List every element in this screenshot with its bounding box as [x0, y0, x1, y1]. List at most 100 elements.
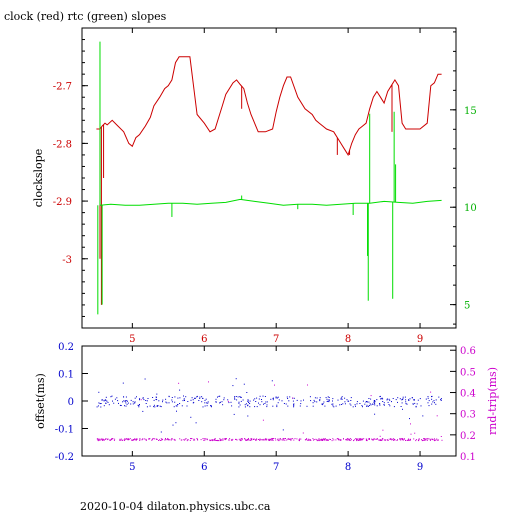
offset-point	[223, 397, 225, 399]
rndtrip-point	[225, 438, 227, 440]
offset-point	[146, 406, 148, 408]
offset-point	[114, 398, 116, 400]
offset-point	[332, 403, 334, 405]
offset-point	[187, 401, 189, 402]
rndtrip-point	[401, 438, 403, 440]
offset-point	[173, 406, 175, 408]
rndtrip-point	[181, 439, 183, 441]
rndtrip-point	[321, 439, 323, 440]
offset-point	[420, 405, 422, 407]
offset-point	[333, 406, 335, 408]
offset-point	[374, 400, 376, 402]
rndtrip-point	[124, 438, 126, 440]
offset-point	[237, 396, 239, 398]
rndtrip-point	[171, 438, 173, 440]
rndtrip-point	[246, 439, 248, 441]
offset-point	[220, 401, 221, 403]
rndtrip-point	[269, 439, 271, 441]
offset-point	[278, 399, 280, 401]
rndtrip-point	[262, 439, 264, 441]
rndtrip-point	[160, 440, 162, 441]
offset-point	[132, 403, 134, 405]
offset-point	[387, 401, 389, 403]
offset-point	[146, 400, 148, 402]
rndtrip-point	[105, 438, 106, 440]
rndtrip-point	[414, 432, 416, 434]
rndtrip-point	[294, 438, 296, 440]
rndtrip-point	[429, 439, 431, 441]
rndtrip-point	[350, 439, 352, 441]
rndtrip-point	[167, 438, 169, 440]
offset-point	[165, 401, 167, 403]
rndtrip-point	[242, 438, 243, 440]
rndtrip-point	[208, 381, 209, 383]
offset-point	[152, 397, 154, 398]
rndtrip-point	[191, 438, 193, 440]
rndtrip-point	[348, 438, 350, 440]
rndtrip-point	[259, 439, 260, 441]
rndtrip-point	[318, 438, 320, 440]
rndtrip-point	[410, 423, 411, 425]
rndtrip-point	[110, 439, 111, 441]
rndtrip-point	[114, 438, 116, 440]
offset-point	[354, 404, 356, 406]
offset-point	[348, 400, 350, 402]
offset-point	[221, 401, 223, 403]
offset-point	[124, 405, 125, 407]
rndtrip-point	[98, 438, 100, 440]
offset-point	[319, 397, 321, 399]
rndtrip-point	[254, 439, 256, 440]
rndtrip-point	[216, 440, 218, 441]
rndtrip-point	[300, 438, 302, 440]
rndtrip-point	[373, 439, 375, 440]
offset-point	[289, 396, 291, 398]
offset-point	[105, 396, 107, 398]
rndtrip-point	[178, 382, 180, 384]
rndtrip-point	[258, 439, 259, 440]
rndtrip-point	[235, 438, 237, 440]
offset-point	[249, 403, 251, 404]
rndtrip-point	[356, 439, 358, 440]
offset-point	[259, 395, 261, 397]
rndtrip-point	[434, 439, 436, 441]
rndtrip-point	[310, 439, 312, 441]
rndtrip-point	[140, 399, 142, 401]
offset-point	[415, 405, 417, 407]
offset-point	[144, 378, 146, 380]
offset-point	[154, 406, 156, 408]
offset-point	[149, 405, 151, 407]
rndtrip-point	[407, 439, 409, 441]
rndtrip-point	[211, 439, 213, 441]
rndtrip-point	[418, 438, 420, 440]
rndtrip-point	[187, 439, 189, 441]
offset-point	[379, 403, 381, 405]
offset-point	[326, 401, 328, 402]
offset-point	[215, 398, 217, 400]
offset-point	[258, 398, 260, 400]
offset-point	[346, 399, 348, 401]
offset-point	[287, 405, 289, 407]
rndtrip-point	[279, 439, 281, 441]
top-panel: 5 6 7 8 9 -2.7 -2.8 -2.9 -3 15 10 5 clockslope	[32, 27, 477, 345]
rndtrip-point	[409, 438, 411, 440]
offset-point	[156, 399, 158, 401]
bottom-y2-tick-label: 0.4	[460, 389, 476, 400]
offset-point	[264, 403, 266, 404]
rndtrip-point	[231, 439, 233, 441]
offset-point	[254, 406, 256, 408]
rndtrip-point	[372, 439, 374, 441]
offset-point	[288, 400, 290, 402]
top-x-tick-label: 8	[345, 334, 351, 345]
rndtrip-point	[121, 439, 123, 441]
offset-point	[172, 424, 174, 426]
offset-point	[191, 397, 193, 399]
offset-point	[276, 404, 278, 406]
offset-point	[201, 396, 203, 398]
rndtrip-point	[347, 439, 349, 441]
offset-point	[204, 402, 206, 404]
offset-point	[263, 403, 264, 405]
rndtrip-point	[320, 439, 322, 441]
rndtrip-point	[202, 438, 204, 440]
offset-point	[222, 404, 224, 406]
offset-point	[147, 398, 149, 399]
